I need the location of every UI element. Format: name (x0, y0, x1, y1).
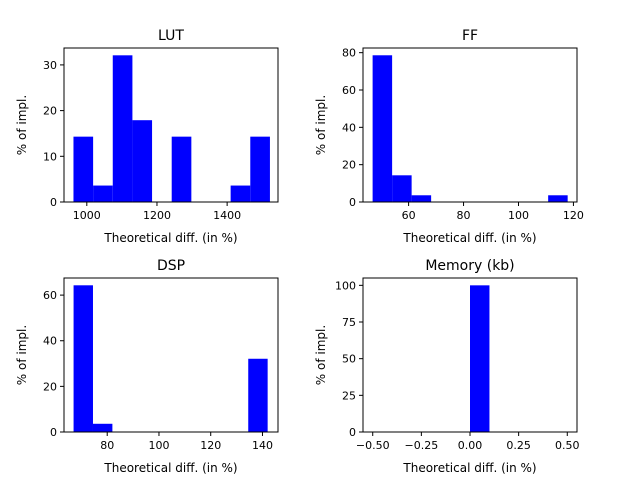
subplot-ff: FF Theoretical diff. (in %) % of impl. 6… (314, 28, 584, 245)
y-tick-label: 40 (43, 335, 57, 348)
y-tick-label: 75 (342, 316, 356, 329)
y-tick-label: 0 (50, 196, 57, 209)
histogram-bar (470, 285, 490, 432)
histogram-bar (248, 358, 268, 432)
y-tick-label: 60 (43, 289, 57, 302)
x-tick-label: −0.25 (405, 439, 439, 452)
y-tick-label: 20 (43, 380, 57, 393)
axes-frame (63, 47, 279, 203)
x-tick-label: 100 (148, 439, 169, 452)
y-tick-label: 0 (50, 426, 57, 439)
y-tick-label: 0 (349, 196, 356, 209)
y-tick-label: 80 (342, 47, 356, 60)
y-axis-label: % of impl. (15, 95, 29, 155)
histogram-bar (92, 423, 113, 432)
subplot-memory: Memory (kb) Theoretical diff. (in %) % o… (314, 258, 580, 475)
x-tick-label: −0.50 (356, 439, 390, 452)
y-tick-label: 0 (349, 426, 356, 439)
histogram-bar (73, 136, 94, 202)
subplot-dsp: DSP Theoretical diff. (in %) % of impl. … (15, 258, 279, 475)
y-tick-label: 20 (342, 159, 356, 172)
histogram-bar (112, 55, 133, 203)
x-axis-label: Theoretical diff. (in %) (103, 231, 237, 245)
x-axis-label: Theoretical diff. (in %) (402, 461, 536, 475)
y-tick-label: 30 (43, 59, 57, 72)
x-tick-label: 0.25 (506, 439, 531, 452)
y-axis-label: % of impl. (15, 325, 29, 385)
x-tick-label: 1200 (143, 209, 171, 222)
x-tick-label: 80 (457, 209, 471, 222)
y-tick-label: 40 (342, 121, 356, 134)
histogram-bar (250, 136, 270, 202)
subplot-title: LUT (158, 28, 184, 44)
x-tick-label: 120 (563, 209, 584, 222)
axes-frame (362, 47, 578, 203)
subplot-title: DSP (157, 258, 185, 274)
histogram-bar (411, 195, 432, 202)
x-axis-label: Theoretical diff. (in %) (103, 461, 237, 475)
histogram-bar (392, 175, 412, 202)
y-tick-label: 20 (43, 105, 57, 118)
x-tick-label: 60 (402, 209, 416, 222)
y-tick-label: 25 (342, 389, 356, 402)
subplot-title: FF (462, 28, 478, 44)
subplot-lut: LUT Theoretical diff. (in %) % of impl. … (15, 28, 279, 245)
x-axis-label: Theoretical diff. (in %) (402, 231, 536, 245)
subplot-title: Memory (kb) (425, 258, 514, 274)
y-tick-label: 100 (335, 279, 356, 292)
y-axis-label: % of impl. (314, 325, 328, 385)
x-tick-label: 0.00 (458, 439, 483, 452)
histogram-bar (171, 136, 192, 202)
histogram-bar (73, 285, 93, 432)
x-tick-label: 80 (100, 439, 114, 452)
histogram-bar (548, 195, 568, 202)
y-tick-label: 10 (43, 150, 57, 163)
histogram-bar (372, 55, 393, 202)
x-tick-label: 0.50 (555, 439, 580, 452)
histogram-bar (132, 120, 153, 202)
x-tick-label: 1400 (213, 209, 241, 222)
y-axis-label: % of impl. (314, 95, 328, 155)
axes-frame (63, 277, 279, 433)
x-tick-label: 1000 (73, 209, 101, 222)
y-tick-label: 60 (342, 84, 356, 97)
x-tick-label: 100 (508, 209, 529, 222)
x-tick-label: 140 (252, 439, 273, 452)
histogram-bar (230, 185, 251, 202)
x-tick-label: 120 (200, 439, 221, 452)
y-tick-label: 50 (342, 353, 356, 366)
histogram-bar (93, 185, 113, 202)
